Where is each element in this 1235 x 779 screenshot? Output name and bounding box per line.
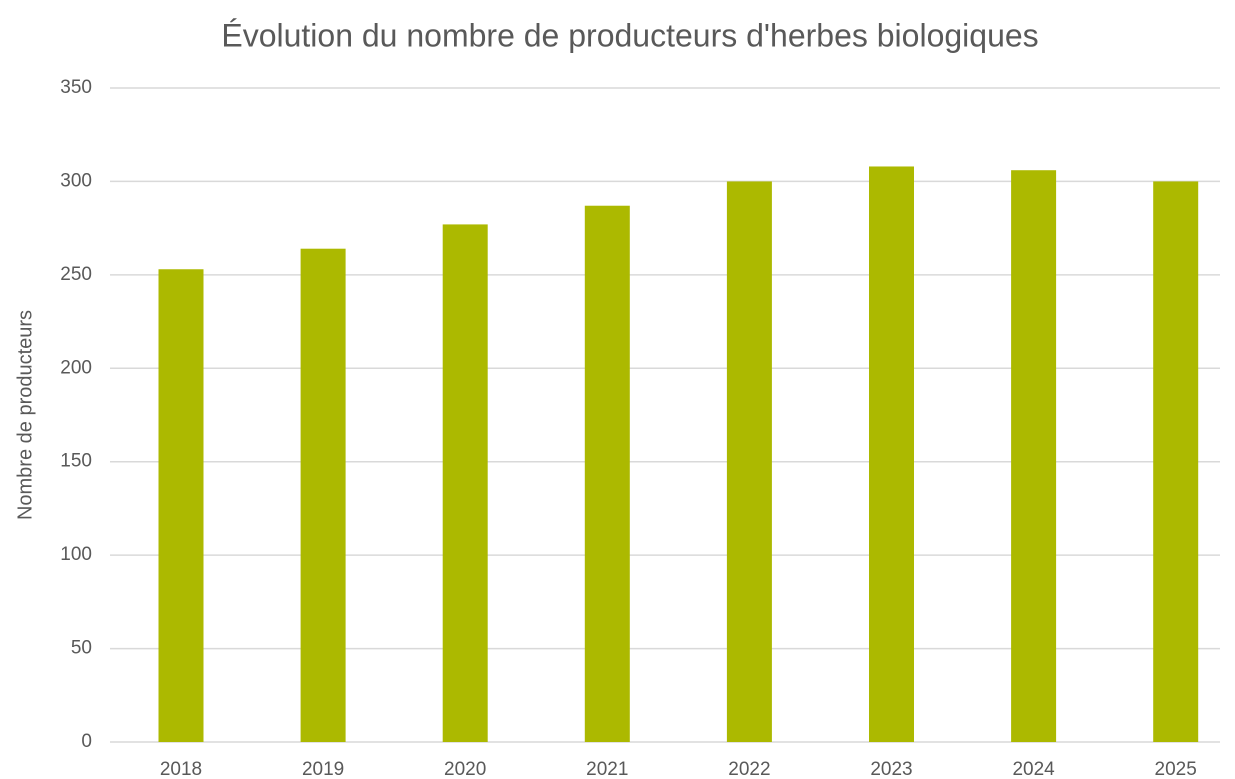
- y-tick-label: 250: [60, 264, 92, 285]
- bar: [158, 269, 204, 742]
- bar: [442, 224, 488, 743]
- x-tick-label: 2019: [302, 759, 344, 779]
- chart-title: Évolution du nombre de producteurs d'her…: [221, 17, 1038, 53]
- x-tick-label: 2018: [160, 759, 202, 779]
- x-tick-label: 2023: [870, 759, 912, 779]
- x-tick-label: 2024: [1012, 759, 1055, 779]
- x-tick-label: 2020: [444, 759, 486, 779]
- bar: [300, 248, 346, 742]
- y-tick-label: 350: [60, 77, 92, 98]
- y-tick-label: 150: [60, 451, 92, 472]
- y-tick-label: 0: [81, 731, 92, 752]
- y-tick-label: 50: [71, 638, 92, 659]
- bar: [726, 181, 772, 742]
- x-tick-label: 2022: [728, 759, 770, 779]
- bar: [1011, 170, 1057, 742]
- y-tick-label: 300: [60, 170, 92, 191]
- y-tick-label: 100: [60, 544, 92, 565]
- y-axis-label: Nombre de producteurs: [14, 310, 36, 520]
- x-tick-label: 2021: [586, 759, 628, 779]
- bar: [584, 205, 630, 743]
- bar: [869, 166, 914, 743]
- x-tick-label: 2025: [1155, 759, 1197, 779]
- y-tick-label: 200: [60, 357, 92, 378]
- bar: [1153, 181, 1199, 742]
